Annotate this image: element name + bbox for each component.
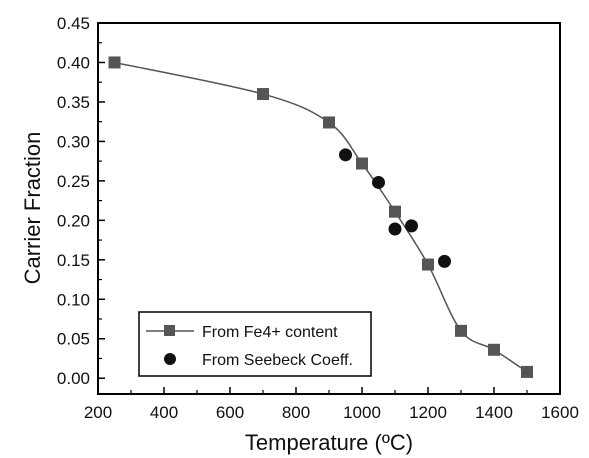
- legend-marker-seebeck: [164, 353, 176, 365]
- fe4-data-point: [389, 205, 401, 218]
- fe4-data-point: [422, 258, 434, 271]
- y-tick-label: 0.10: [57, 290, 90, 309]
- y-tick-label: 0.40: [57, 53, 90, 72]
- x-tick-label: 200: [84, 403, 112, 422]
- x-tick-label: 1400: [475, 403, 513, 422]
- y-tick-label: 0.05: [57, 330, 90, 349]
- legend-marker-fe4: [164, 325, 175, 336]
- data-markers: [108, 56, 533, 378]
- legend-label-fe4: From Fe4+ content: [202, 324, 338, 341]
- y-tick-label: 0.30: [57, 132, 90, 151]
- x-tick-label: 800: [282, 403, 310, 422]
- y-tick-label: 0.25: [57, 172, 90, 191]
- axis-tick-labels: 200 400 600 800 1000 1200 1400 1600 0.00 0.05 0.10…: [57, 14, 579, 422]
- x-tick-label: 1600: [541, 403, 579, 422]
- y-tick-label: 0.35: [57, 93, 90, 112]
- legend-label-seebeck: From Seebeck Coeff.: [202, 352, 353, 369]
- seebeck-data-point: [388, 222, 402, 236]
- x-tick-label: 400: [150, 403, 178, 422]
- fe4-data-point: [257, 88, 269, 101]
- x-tick-label: 1200: [409, 403, 447, 422]
- y-tick-label: 0.00: [57, 369, 90, 388]
- legend-box: [138, 311, 372, 377]
- seebeck-data-point: [372, 175, 385, 189]
- y-tick-label: 0.20: [57, 211, 90, 230]
- x-tick-label: 1000: [343, 403, 381, 422]
- seebeck-data-point: [438, 254, 451, 268]
- legend: From Fe4+ content From Seebeck Coeff.: [138, 311, 372, 377]
- y-tick-label: 0.15: [57, 251, 90, 270]
- fe4-data-point: [455, 324, 467, 337]
- fe4-data-point: [356, 157, 368, 170]
- x-axis-title: Temperature (ºC): [245, 430, 413, 455]
- y-tick-label: 0.45: [57, 14, 90, 33]
- fe4-data-point: [521, 365, 533, 378]
- y-axis-title: Carrier Fraction: [20, 132, 45, 285]
- axis-ticks: [97, 22, 561, 394]
- fe4-data-point: [488, 343, 500, 356]
- fe4-data-point: [323, 116, 335, 129]
- seebeck-data-point: [339, 148, 352, 162]
- seebeck-data-point: [405, 219, 418, 233]
- fe4-data-point: [108, 56, 121, 69]
- x-tick-label: 600: [216, 403, 244, 422]
